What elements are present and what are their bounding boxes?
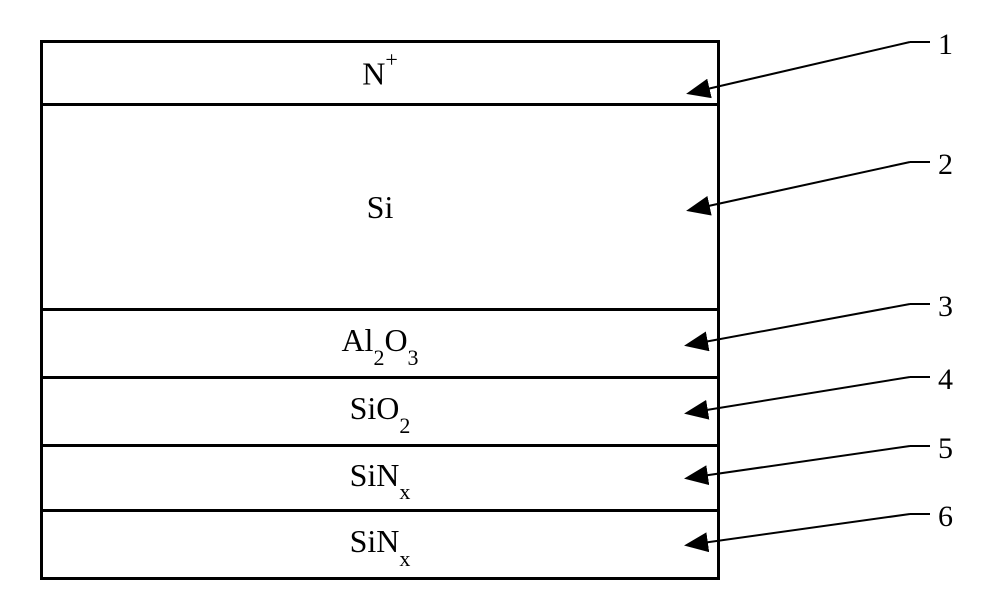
ref-label-1: 1 — [938, 28, 953, 62]
ref-label-3: 3 — [938, 290, 953, 324]
arrow-4 — [688, 377, 910, 413]
arrow-3 — [688, 304, 910, 345]
ref-label-2: 2 — [938, 148, 953, 182]
ref-label-5: 5 — [938, 432, 953, 466]
arrows-overlay — [0, 0, 1000, 614]
ref-label-6: 6 — [938, 500, 953, 534]
ref-label-4: 4 — [938, 363, 953, 397]
arrow-2 — [690, 162, 910, 210]
arrow-1 — [690, 42, 910, 93]
arrow-5 — [688, 446, 910, 478]
arrow-6 — [688, 514, 910, 545]
